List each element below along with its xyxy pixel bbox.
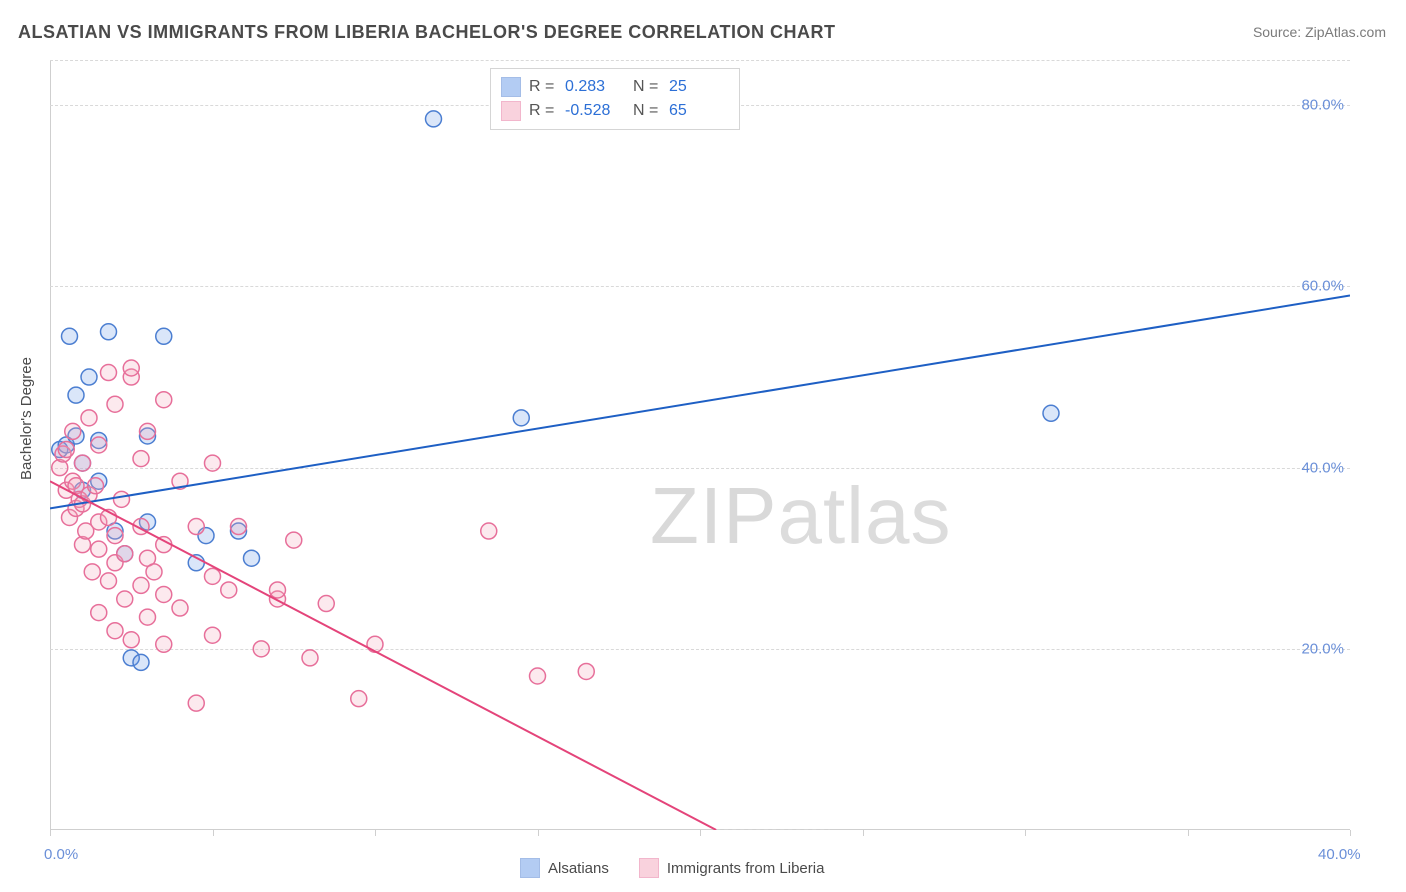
legend-n-value-2: 65 [669, 99, 729, 123]
legend-r-value-1: 0.283 [565, 75, 625, 99]
legend-label-2: Immigrants from Liberia [667, 860, 825, 877]
watermark: ZIPatlas [650, 470, 951, 562]
legend-item-1: Alsatians [520, 858, 609, 878]
legend-swatch-icon [520, 858, 540, 878]
legend-row-1: R = 0.283 N = 25 [501, 75, 729, 99]
legend-swatch-2 [501, 101, 521, 121]
legend-item-2: Immigrants from Liberia [639, 858, 825, 878]
scatter-svg [50, 60, 1350, 830]
legend-row-2: R = -0.528 N = 65 [501, 99, 729, 123]
legend-r-label: R = [529, 75, 557, 99]
y-axis-line [50, 60, 51, 830]
correlation-legend: R = 0.283 N = 25 R = -0.528 N = 65 [490, 68, 740, 130]
legend-swatch-icon [639, 858, 659, 878]
legend-n-label: N = [633, 75, 661, 99]
legend-swatch-1 [501, 77, 521, 97]
chart-title: ALSATIAN VS IMMIGRANTS FROM LIBERIA BACH… [18, 22, 835, 43]
legend-label-1: Alsatians [548, 860, 609, 877]
legend-n-label: N = [633, 99, 661, 123]
legend-n-value-1: 25 [669, 75, 729, 99]
plot-area: 20.0%40.0%60.0%80.0% ZIPatlas R = 0.283 … [50, 60, 1350, 830]
x-tick-label-min: 0.0% [44, 846, 78, 863]
y-axis-title: Bachelor's Degree [18, 357, 35, 480]
source-label: Source: ZipAtlas.com [1253, 24, 1386, 40]
x-tick-label-max: 40.0% [1318, 846, 1361, 863]
series-legend: Alsatians Immigrants from Liberia [520, 858, 824, 878]
legend-r-value-2: -0.528 [565, 99, 625, 123]
chart-container: ALSATIAN VS IMMIGRANTS FROM LIBERIA BACH… [0, 0, 1406, 892]
legend-r-label: R = [529, 99, 557, 123]
